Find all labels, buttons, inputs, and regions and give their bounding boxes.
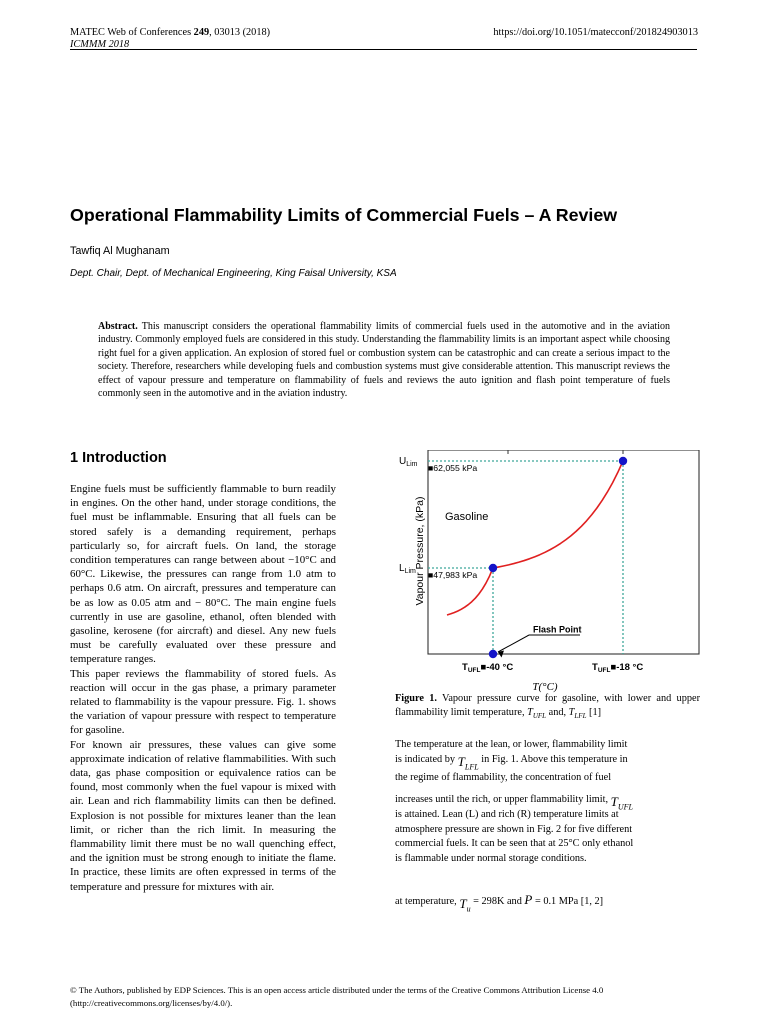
- svg-text:■47,983 kPa: ■47,983 kPa: [428, 570, 477, 580]
- svg-text:ULim: ULim: [399, 456, 418, 468]
- svg-text:LLim: LLim: [399, 563, 416, 575]
- svg-text:TUFL■-18 °C: TUFL■-18 °C: [592, 662, 643, 674]
- svg-text:Gasoline: Gasoline: [445, 511, 488, 523]
- svg-text:TUFL■-40 °C: TUFL■-40 °C: [462, 662, 513, 674]
- svg-text:Flash Point: Flash Point: [533, 625, 582, 635]
- svg-text:■62,055 kPa: ■62,055 kPa: [428, 463, 477, 473]
